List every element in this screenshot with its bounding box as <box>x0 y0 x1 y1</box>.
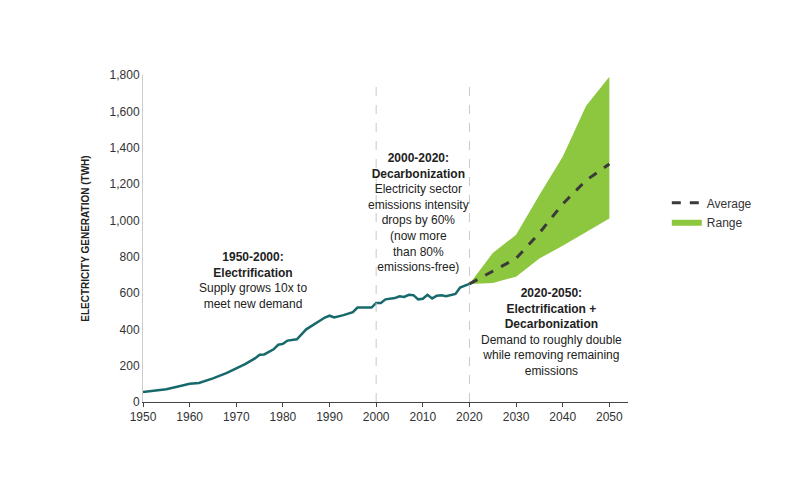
svg-text:2010: 2010 <box>409 410 436 424</box>
svg-text:1980: 1980 <box>270 410 297 424</box>
svg-text:400: 400 <box>120 323 140 337</box>
svg-text:2000-2020:DecarbonizationElect: 2000-2020:DecarbonizationElectricity sec… <box>368 151 469 274</box>
svg-text:1,600: 1,600 <box>110 105 140 119</box>
svg-text:200: 200 <box>120 359 140 373</box>
svg-text:1990: 1990 <box>316 410 343 424</box>
svg-text:Range: Range <box>707 216 743 230</box>
svg-text:2020: 2020 <box>456 410 483 424</box>
svg-text:600: 600 <box>120 286 140 300</box>
svg-text:1,800: 1,800 <box>110 68 140 82</box>
svg-text:800: 800 <box>120 250 140 264</box>
svg-text:2000: 2000 <box>363 410 390 424</box>
svg-text:2020-2050:Electrification +Dec: 2020-2050:Electrification +Decarbonizati… <box>481 286 622 378</box>
svg-text:2040: 2040 <box>549 410 576 424</box>
svg-text:1950: 1950 <box>130 410 157 424</box>
svg-text:1,400: 1,400 <box>110 141 140 155</box>
svg-text:2030: 2030 <box>503 410 530 424</box>
svg-text:ELECTRICITY GENERATION (TWH): ELECTRICITY GENERATION (TWH) <box>80 155 91 321</box>
svg-text:Average: Average <box>707 197 752 211</box>
svg-text:1,200: 1,200 <box>110 177 140 191</box>
svg-text:1960: 1960 <box>176 410 203 424</box>
svg-text:0: 0 <box>133 395 140 409</box>
svg-text:2050: 2050 <box>596 410 623 424</box>
svg-text:1950-2000:ElectrificationSuppl: 1950-2000:ElectrificationSupply grows 10… <box>199 250 307 311</box>
svg-text:1,000: 1,000 <box>110 214 140 228</box>
svg-text:1970: 1970 <box>223 410 250 424</box>
